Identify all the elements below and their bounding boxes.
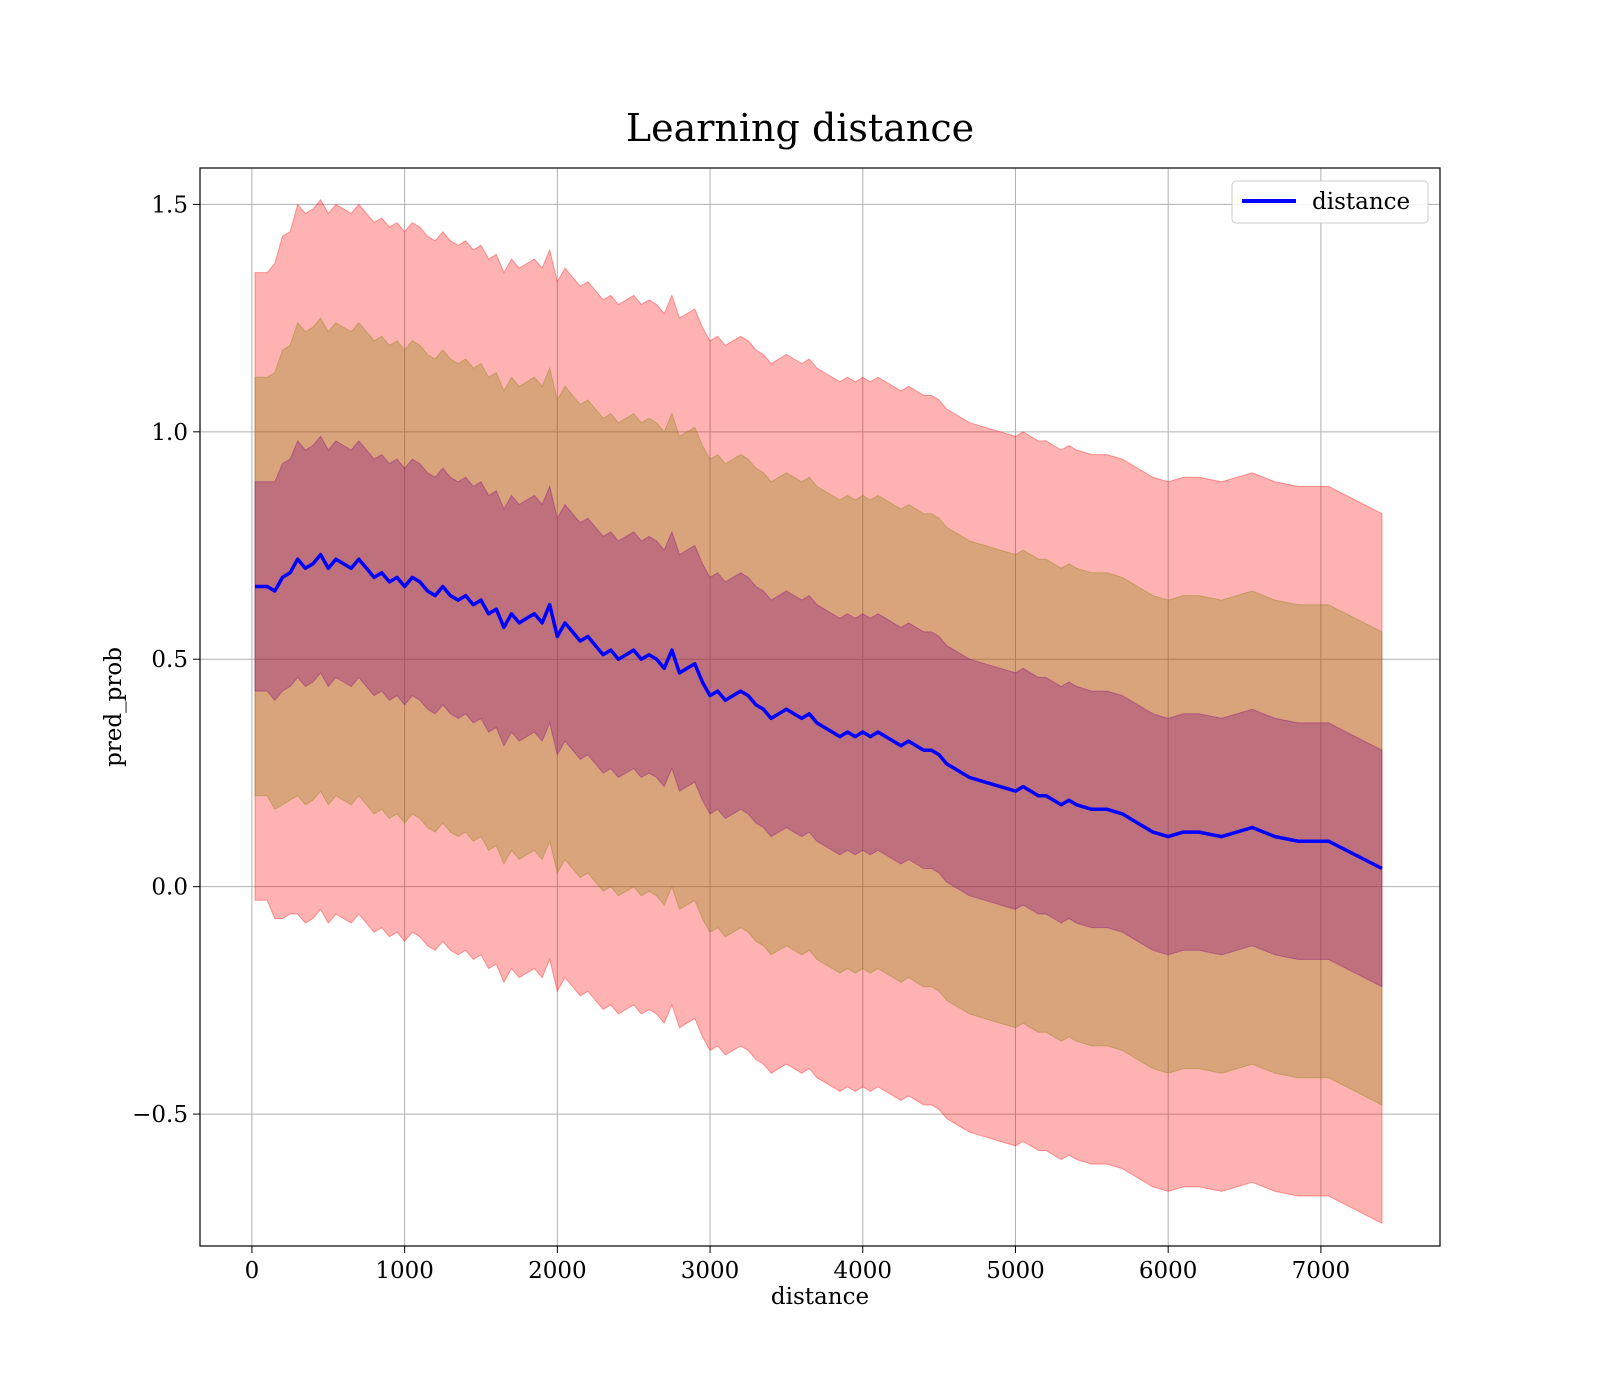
confidence-band — [254, 198, 1383, 1225]
confidence-bands — [254, 198, 1383, 1225]
x-tick-label: 2000 — [528, 1258, 587, 1284]
series-lines — [255, 552, 1383, 871]
x-tick-label: 5000 — [986, 1258, 1045, 1284]
x-tick-label: 4000 — [833, 1258, 892, 1284]
y-tick-label: 0.0 — [151, 875, 188, 901]
legend-label-distance: distance — [1312, 189, 1410, 215]
plot-frame — [199, 167, 1441, 1247]
x-tick-label: 7000 — [1292, 1258, 1351, 1284]
x-tick-label: 6000 — [1139, 1258, 1198, 1284]
x-axis-ticks: 0 1000 2000 3000 4000 5000 6000 7000 — [245, 1246, 1351, 1284]
x-tick-label: 0 — [245, 1258, 260, 1284]
legend: distance — [1231, 180, 1429, 224]
y-tick-label: 1.0 — [151, 420, 188, 446]
x-axis-label: distance — [771, 1284, 869, 1310]
y-axis-label: pred_prob — [101, 647, 127, 767]
y-tick-label: 1.5 — [151, 192, 188, 218]
confidence-band — [254, 435, 1383, 988]
series-line-distance — [255, 552, 1383, 871]
y-axis-ticks: −0.5 0.0 0.5 1.0 1.5 — [132, 192, 200, 1128]
confidence-band — [254, 317, 1383, 1106]
legend-box — [1231, 180, 1429, 224]
y-tick-label: 0.5 — [151, 647, 188, 673]
chart-title: Learning distance — [626, 106, 974, 150]
y-tick-label: −0.5 — [132, 1102, 188, 1128]
x-tick-label: 3000 — [681, 1258, 740, 1284]
x-tick-label: 1000 — [375, 1258, 434, 1284]
